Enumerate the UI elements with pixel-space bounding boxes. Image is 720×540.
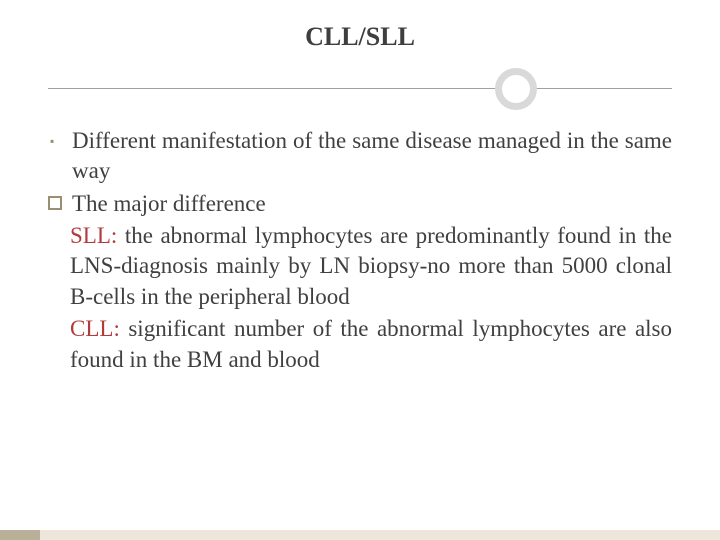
bullet-1-line1: Different manifestation of the same dise… [72, 128, 472, 153]
bullet-1-text: Different manifestation of the same dise… [72, 126, 672, 187]
hollow-square-icon [48, 189, 72, 219]
sll-description: the abnormal lymphocytes are predominant… [70, 223, 672, 309]
slide: CLL/SLL ▪ Different manifestation of the… [0, 0, 720, 540]
sll-term: SLL: [70, 223, 117, 248]
content-body: ▪ Different manifestation of the same di… [48, 126, 672, 375]
circle-icon [495, 68, 537, 110]
footer-bar [0, 530, 720, 540]
slide-title: CLL/SLL [48, 22, 672, 52]
bullet-2-text: The major difference [72, 189, 266, 219]
bullet-item-1: ▪ Different manifestation of the same di… [48, 126, 672, 187]
cll-term: CLL: [70, 316, 120, 341]
divider [48, 60, 672, 120]
cll-paragraph: CLL: significant number of the abnormal … [48, 314, 672, 375]
bullet-item-2: The major difference [48, 189, 672, 219]
cll-description: significant number of the abnormal lymph… [70, 316, 672, 371]
footer-accent [0, 530, 40, 540]
sll-paragraph: SLL: the abnormal lymphocytes are predom… [48, 221, 672, 312]
square-bullet-icon: ▪ [48, 126, 72, 187]
horizontal-rule [48, 88, 672, 89]
